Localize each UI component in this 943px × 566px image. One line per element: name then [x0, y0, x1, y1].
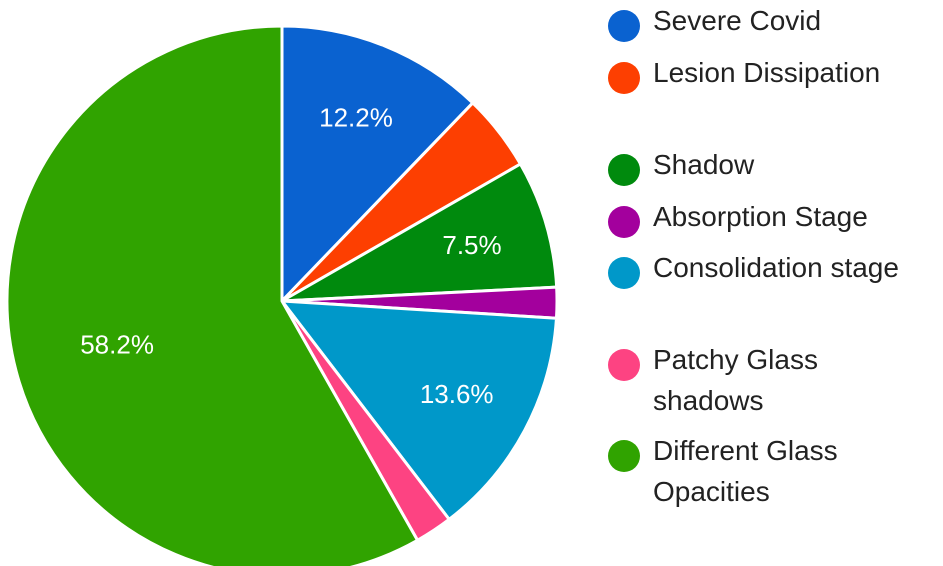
- pie-slice-severe-covid: [280, 24, 475, 303]
- pie-slice-label: 13.6%: [420, 379, 494, 409]
- legend-label: Different Glass Opacities: [653, 435, 838, 507]
- pie-slice-label: 12.2%: [319, 102, 393, 132]
- legend-swatch: [608, 62, 640, 94]
- pie-slice-shadow: [280, 162, 559, 303]
- pie-slice-label: 7.5%: [442, 230, 501, 260]
- pie-slice-label: 58.2%: [80, 329, 154, 359]
- pie-slice-different-glass-opacities: [5, 24, 419, 566]
- legend-label: Shadow: [653, 149, 755, 180]
- legend-label: Severe Covid: [653, 5, 822, 36]
- legend-label: Patchy Glass shadows: [653, 344, 818, 416]
- legend-swatch: [608, 10, 640, 42]
- legend-swatch: [608, 349, 640, 381]
- legend-swatch: [608, 206, 640, 238]
- legend-label: Lesion Dissipation: [653, 57, 881, 88]
- pie-slice-labels: 12.2% 7.5% 13.6% 58.2%: [80, 102, 501, 409]
- legend-label: Consolidation stage: [653, 252, 899, 283]
- pie-slice-consolidation-stage: [280, 299, 558, 521]
- legend-swatch: [608, 154, 640, 186]
- legend-swatch: [608, 257, 640, 289]
- pie-slices: [5, 24, 559, 566]
- legend-label: Absorption Stage: [653, 201, 868, 232]
- legend-swatch: [608, 440, 640, 472]
